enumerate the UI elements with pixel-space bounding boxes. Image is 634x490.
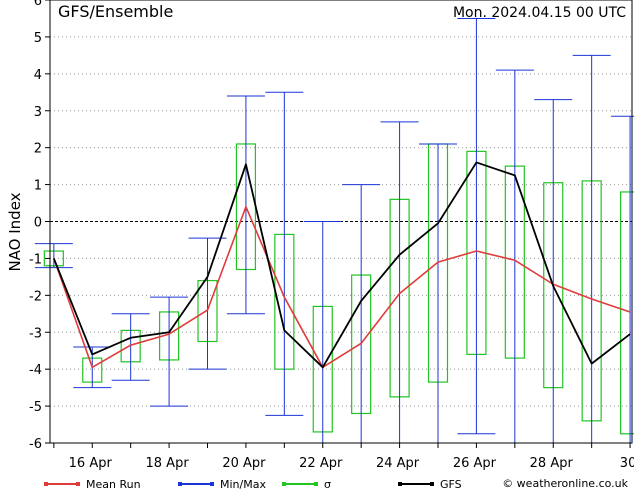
x-tick-labels: 16 Apr 18 Apr 20 Apr 22 Apr 24 Apr 26 Apr 28 A…	[53, 443, 634, 471]
y-tick-label: 1	[34, 179, 42, 194]
x-tick-label: 18 Apr	[146, 456, 190, 471]
legend-marker	[178, 482, 182, 486]
legend-item-mean-run: Mean Run	[44, 478, 141, 490]
legend-marker	[314, 482, 318, 486]
x-tick-label: 22 Apr	[299, 456, 343, 471]
y-tick-label: 0	[34, 216, 42, 231]
legend-marker	[76, 482, 80, 486]
legend-label: Min/Max	[220, 478, 266, 490]
legend-item-minmax: Min/Max	[178, 478, 266, 490]
legend-item-gfs: GFS	[398, 478, 462, 490]
y-tick-label: 4	[34, 68, 42, 83]
legend-label: Mean Run	[86, 478, 141, 490]
y-tick-label: 3	[34, 105, 42, 120]
y-tick-label: -5	[29, 400, 42, 415]
y-tick-label: 5	[34, 31, 42, 46]
legend-marker	[210, 482, 214, 486]
x-tick-label: 16 Apr	[69, 456, 113, 471]
minmax-bars	[34, 17, 634, 443]
y-tick-label: -3	[29, 326, 42, 341]
legend: Mean Run Min/Max σ GFS	[44, 478, 462, 490]
legend-label: GFS	[440, 478, 462, 490]
y-tick-label: -1	[29, 252, 42, 267]
x-tick-label: 26 Apr	[453, 456, 497, 471]
y-tick-label: 2	[34, 142, 42, 157]
legend-item-sigma: σ	[282, 478, 331, 490]
credit-text: © weatheronline.co.uk	[502, 477, 628, 490]
legend-label: σ	[324, 478, 331, 490]
chart-title: GFS/Ensemble	[58, 2, 173, 21]
legend-marker	[44, 482, 48, 486]
x-tick-label: 30	[620, 456, 634, 471]
y-axis-label: NAO Index	[6, 192, 24, 271]
series-line-mean-run	[53, 205, 631, 369]
series-lines	[53, 161, 631, 369]
legend-marker	[282, 482, 286, 486]
series-line-gfs	[53, 161, 631, 369]
chart-timestamp: Mon. 2024.04.15 00 UTC	[453, 5, 626, 21]
y-tick-label: -6	[29, 437, 42, 452]
y-tick-label: -4	[29, 363, 42, 378]
x-tick-label: 28 Apr	[530, 456, 574, 471]
y-tick-labels: 6 5 4 3 2 1 0 -1 -2 -3 -4 -5 -6	[29, 0, 50, 452]
legend-marker	[430, 482, 434, 486]
legend-marker	[398, 482, 402, 486]
y-tick-label: 6	[34, 0, 42, 9]
y-tick-label: -2	[29, 289, 42, 304]
x-tick-label: 20 Apr	[222, 456, 266, 471]
x-tick-label: 24 Apr	[376, 456, 420, 471]
